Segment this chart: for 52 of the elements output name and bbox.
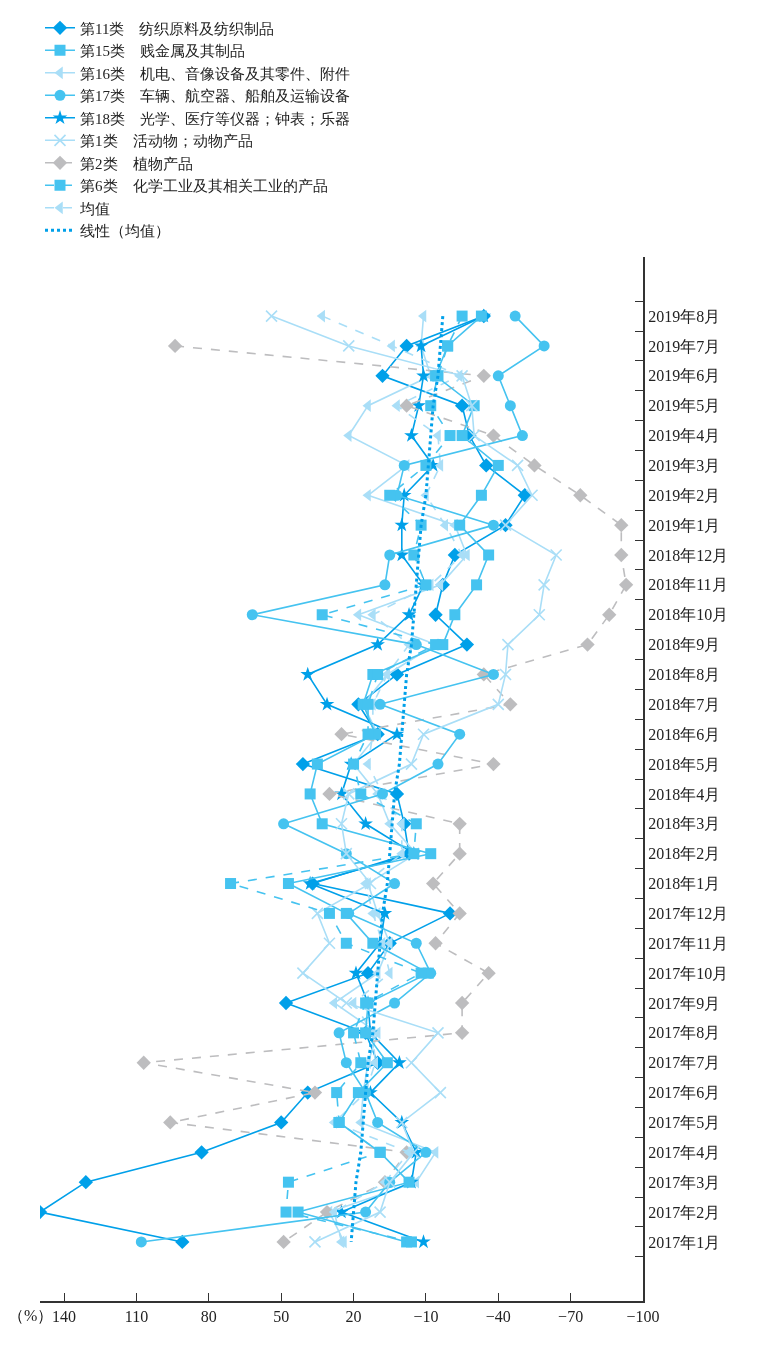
y-tick-label: 2018年6月 — [648, 725, 721, 743]
y-tick-label: 2018年8月 — [648, 666, 721, 684]
x-axis-title: （%） — [8, 1307, 54, 1324]
y-tick-label: 2019年7月 — [648, 337, 721, 355]
y-tick-label: 2019年8月 — [648, 307, 721, 325]
y-tick-label: 2018年12月 — [648, 546, 729, 564]
y-tick-label: 2017年10月 — [648, 964, 729, 982]
y-tick-label: 2019年1月 — [648, 516, 721, 534]
legend-label: 第18类 光学、医疗等仪器；钟表；乐器 — [80, 110, 350, 127]
legend-label: 第11类 纺织原料及纺织制品 — [80, 20, 275, 37]
x-tick-label: 80 — [200, 1308, 217, 1326]
y-tick-label: 2019年6月 — [648, 367, 721, 385]
legend-label: 第2类 植物产品 — [80, 155, 193, 172]
y-tick-label: 2017年9月 — [648, 994, 721, 1012]
y-tick-label: 2017年1月 — [648, 1233, 721, 1251]
y-tick-label: 2019年2月 — [648, 486, 721, 504]
y-tick-label: 2017年7月 — [648, 1054, 721, 1072]
y-tick-label: 2017年5月 — [648, 1114, 721, 1132]
x-tick-label: 140 — [52, 1308, 77, 1326]
y-tick-label: 2019年4月 — [648, 427, 721, 445]
x-tick-label: 20 — [345, 1308, 362, 1326]
y-tick-label: 2018年2月 — [648, 845, 721, 863]
y-tick-label: 2017年2月 — [648, 1203, 721, 1221]
x-tick-label: 110 — [124, 1308, 149, 1326]
legend-label: 均值 — [79, 200, 110, 217]
y-tick-label: 2019年3月 — [648, 457, 721, 475]
x-tick-label: −70 — [558, 1308, 584, 1326]
y-tick-label: 2018年11月 — [648, 576, 728, 594]
y-tick-label: 2018年10月 — [648, 606, 729, 624]
x-tick-label: 50 — [273, 1308, 290, 1326]
x-tick-label: −10 — [413, 1308, 439, 1326]
y-tick-label: 2018年1月 — [648, 875, 721, 893]
legend-label: 第17类 车辆、航空器、船舶及运输设备 — [80, 88, 350, 105]
y-tick-label: 2017年8月 — [648, 1024, 721, 1042]
legend-label: 线性（均值） — [80, 223, 170, 240]
y-tick-label: 2017年12月 — [648, 905, 729, 922]
y-tick-label: 2018年5月 — [648, 755, 721, 773]
y-tick-label: 2018年7月 — [648, 695, 721, 713]
y-tick-label: 2018年3月 — [648, 815, 721, 833]
y-tick-label: 2017年4月 — [648, 1143, 721, 1161]
y-tick-label: 2017年3月 — [648, 1173, 721, 1191]
x-tick-label: −40 — [485, 1308, 511, 1326]
y-tick-label: 2019年5月 — [648, 397, 721, 415]
y-tick-label: 2018年4月 — [648, 785, 721, 803]
x-tick-label: −100 — [626, 1308, 660, 1326]
y-tick-label: 2017年11月 — [648, 934, 728, 952]
y-tick-label: 2018年9月 — [648, 636, 721, 654]
legend-label: 第1类 活动物；动物产品 — [80, 133, 253, 150]
legend-label: 第15类 贱金属及其制品 — [80, 43, 245, 60]
legend-label: 第16类 机电、音像设备及其零件、附件 — [80, 65, 350, 82]
legend-label: 第6类 化学工业及其相关工业的产品 — [80, 178, 328, 195]
y-tick-label: 2017年6月 — [648, 1084, 721, 1102]
